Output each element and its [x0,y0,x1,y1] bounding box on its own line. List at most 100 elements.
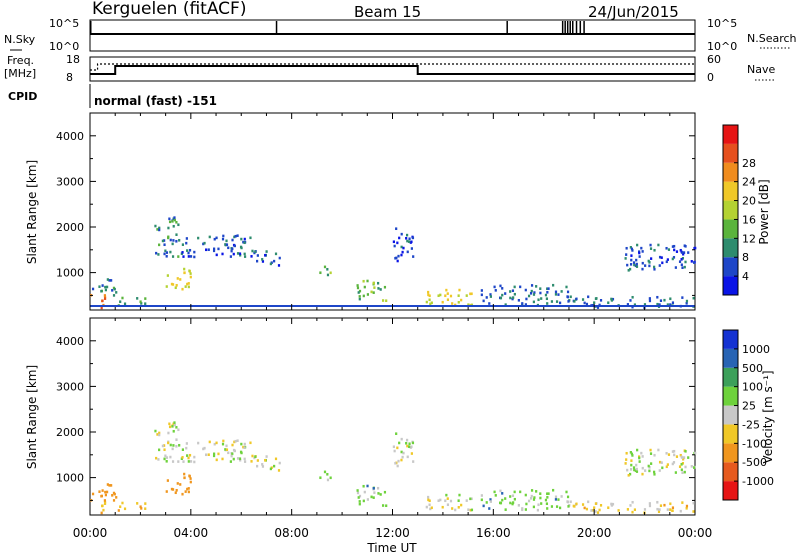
velocity-yticks: 1000 2000 3000 4000 [56,335,695,501]
power-echo-cell [400,253,403,257]
power-echo-cell [681,266,684,270]
power-echo-cell [499,284,502,288]
power-echo-cell [581,298,585,301]
velocity-echo-cell [640,451,643,455]
power-echo-cell [100,289,103,293]
velocity-echo-cell [594,502,598,505]
velocity-echo-cell [607,506,610,510]
power-echo-cell [485,296,488,299]
power-echo-cell [626,303,629,306]
power-echo-cell [539,291,542,295]
velocity-echo-cell [681,501,684,504]
power-echo-cell [139,300,142,304]
power-echo-cell [370,290,373,294]
nsearch-tick-bottom: 10^0 [707,40,737,53]
velocity-echo-cell [480,498,483,502]
power-echo-cell [504,303,507,306]
power-echo-cell [187,285,190,289]
freq-tick-bottom: 8 [66,71,73,84]
power-echo-cell [172,224,175,228]
power-echo-cell [585,302,589,306]
power-echo-cell [230,249,233,253]
power-echo-cell [243,237,246,241]
velocity-echo-cell [653,472,656,476]
velocity-echo-cell [175,425,178,429]
power-echo-cell [103,294,106,297]
power-echo-cell [189,255,193,258]
power-echo-cell [666,303,669,306]
velocity-echo-cell [231,443,234,447]
power-echo-cell [207,248,210,252]
power-echo-cell [535,285,538,288]
power-echo-cell [489,293,492,296]
power-echo-cell [187,255,190,258]
velocity-echo-cell [624,462,627,465]
velocity-echo-cell [583,506,586,510]
power-echo-cell [105,285,109,289]
power-echo-cell [213,237,216,241]
velocity-echo-cell [554,495,558,499]
power-echo-cell [165,254,168,258]
power-echo-region [319,265,332,277]
velocity-echo-cell [525,502,528,506]
velocity-echo-cell [217,452,220,456]
colorbar-segment [723,125,738,144]
velocity-echo-cell [168,422,171,426]
velocity-echo-cell [175,438,178,441]
velocity-echo-cell [397,459,400,463]
velocity-echo-cell [233,449,236,453]
power-echo-cell [460,298,463,302]
power-echo-cell [188,269,191,273]
nsky-tick-top: 10^5 [49,17,79,30]
velocity-echo-cell [323,470,327,474]
power-echo-cell [641,267,644,271]
velocity-echo-cell [643,508,647,511]
velocity-echo-region [90,498,107,515]
power-echo-cell [144,302,147,305]
power-echo-cell [665,260,668,264]
velocity-echo-cell [187,456,190,460]
velocity-echo-cell [182,460,185,463]
power-echo-cell [229,255,232,258]
velocity-echo-cell [103,502,107,505]
power-echo-cell [243,252,246,256]
velocity-echo-cell [358,500,361,503]
velocity-echo-cell [119,505,122,509]
velocity-echo-cell [581,503,585,506]
velocity-echo-cell [653,453,656,457]
velocity-echo-cell [111,494,114,497]
y-tick-label: 4000 [56,130,84,143]
power-echo-cell [552,283,555,287]
velocity-echo-cell [521,507,524,510]
power-echo-cell [559,301,562,305]
power-echo-cell [674,266,677,269]
power-echo-cell [684,245,687,248]
colorbar-segment [723,348,738,368]
velocity-echo-cell [251,454,254,458]
velocity-echo-cell [356,491,360,495]
velocity-echo-cell [171,447,174,451]
velocity-echo-cell [165,459,168,463]
power-echo-cell [180,252,183,255]
velocity-echo-cell [255,464,259,468]
power-echo-cell [115,291,118,294]
velocity-echo-cell [679,453,682,457]
velocity-echo-cell [569,500,572,504]
beam-title: Beam 15 [354,3,421,21]
power-echo-cell [171,242,174,246]
velocity-echo-cell [657,510,661,514]
power-echo-cell [193,255,196,259]
velocity-echo-cell [501,498,504,502]
power-echo-cell [546,287,549,291]
power-echo-cell [681,257,685,260]
power-echo-cell [158,243,161,247]
velocity-echo-cell [488,507,491,510]
velocity-echo-cell [565,490,568,494]
power-echo-cell [671,257,674,261]
power-echo-cell [569,295,572,299]
velocity-echo-cell [641,472,644,476]
velocity-echo-cell [530,489,534,492]
power-echo-cell [610,299,613,302]
power-echo-cell [372,291,375,294]
colorbar-segment [723,462,738,482]
